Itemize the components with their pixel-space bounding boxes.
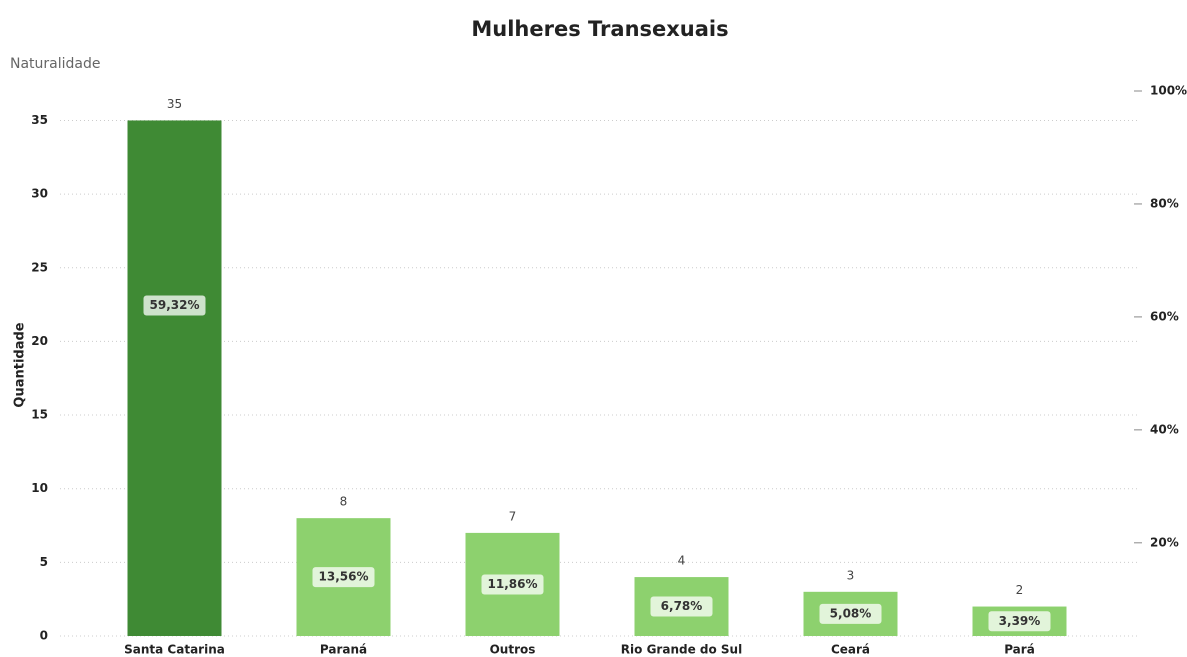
percent-label-box <box>312 567 375 588</box>
value-label: 3 <box>847 568 855 582</box>
y2-tick-label: 80% <box>1150 196 1179 210</box>
value-label: 2 <box>1016 583 1024 597</box>
percent-label-box <box>143 295 206 316</box>
x-tick-label: Pará <box>1004 643 1035 657</box>
bar <box>127 120 222 636</box>
x-tick-label: Paraná <box>320 643 367 657</box>
y2-tick-label: 100% <box>1150 84 1187 98</box>
y-axis-title: Quantidade <box>13 322 28 407</box>
percent-label-box <box>650 596 713 617</box>
y-tick-label: 25 <box>31 260 48 274</box>
y-tick-label: 35 <box>31 113 48 127</box>
x-tick-label: Rio Grande do Sul <box>621 643 742 657</box>
y-tick-label: 20 <box>31 334 48 348</box>
y-tick-label: 0 <box>40 629 48 643</box>
percent-label: 11,86% <box>488 577 538 591</box>
value-label: 8 <box>340 495 348 509</box>
percent-label: 6,78% <box>661 599 703 613</box>
value-label: 4 <box>678 554 686 568</box>
percent-label: 5,08% <box>830 606 872 620</box>
y2-tick-label: 40% <box>1150 422 1179 436</box>
y-tick-label: 15 <box>31 408 48 422</box>
y2-tick-label: 20% <box>1150 535 1179 549</box>
value-label: 7 <box>509 509 517 523</box>
percent-label-box <box>988 611 1051 632</box>
chart-title: Mulheres Transexuais <box>471 17 728 41</box>
y-tick-label: 10 <box>31 481 48 495</box>
x-tick-label: Outros <box>490 643 536 657</box>
percent-label: 3,39% <box>999 614 1041 628</box>
x-tick-label: Santa Catarina <box>124 643 225 657</box>
percent-label: 59,32% <box>150 298 200 312</box>
value-label: 35 <box>167 97 182 111</box>
percent-label-box <box>481 574 544 595</box>
percent-label: 13,56% <box>319 570 369 584</box>
y2-tick-label: 60% <box>1150 309 1179 323</box>
y-tick-label: 30 <box>31 187 48 201</box>
percent-label-box <box>819 603 882 624</box>
chart-subtitle: Naturalidade <box>10 56 101 72</box>
y-tick-label: 5 <box>40 555 48 569</box>
x-tick-label: Ceará <box>831 643 870 657</box>
